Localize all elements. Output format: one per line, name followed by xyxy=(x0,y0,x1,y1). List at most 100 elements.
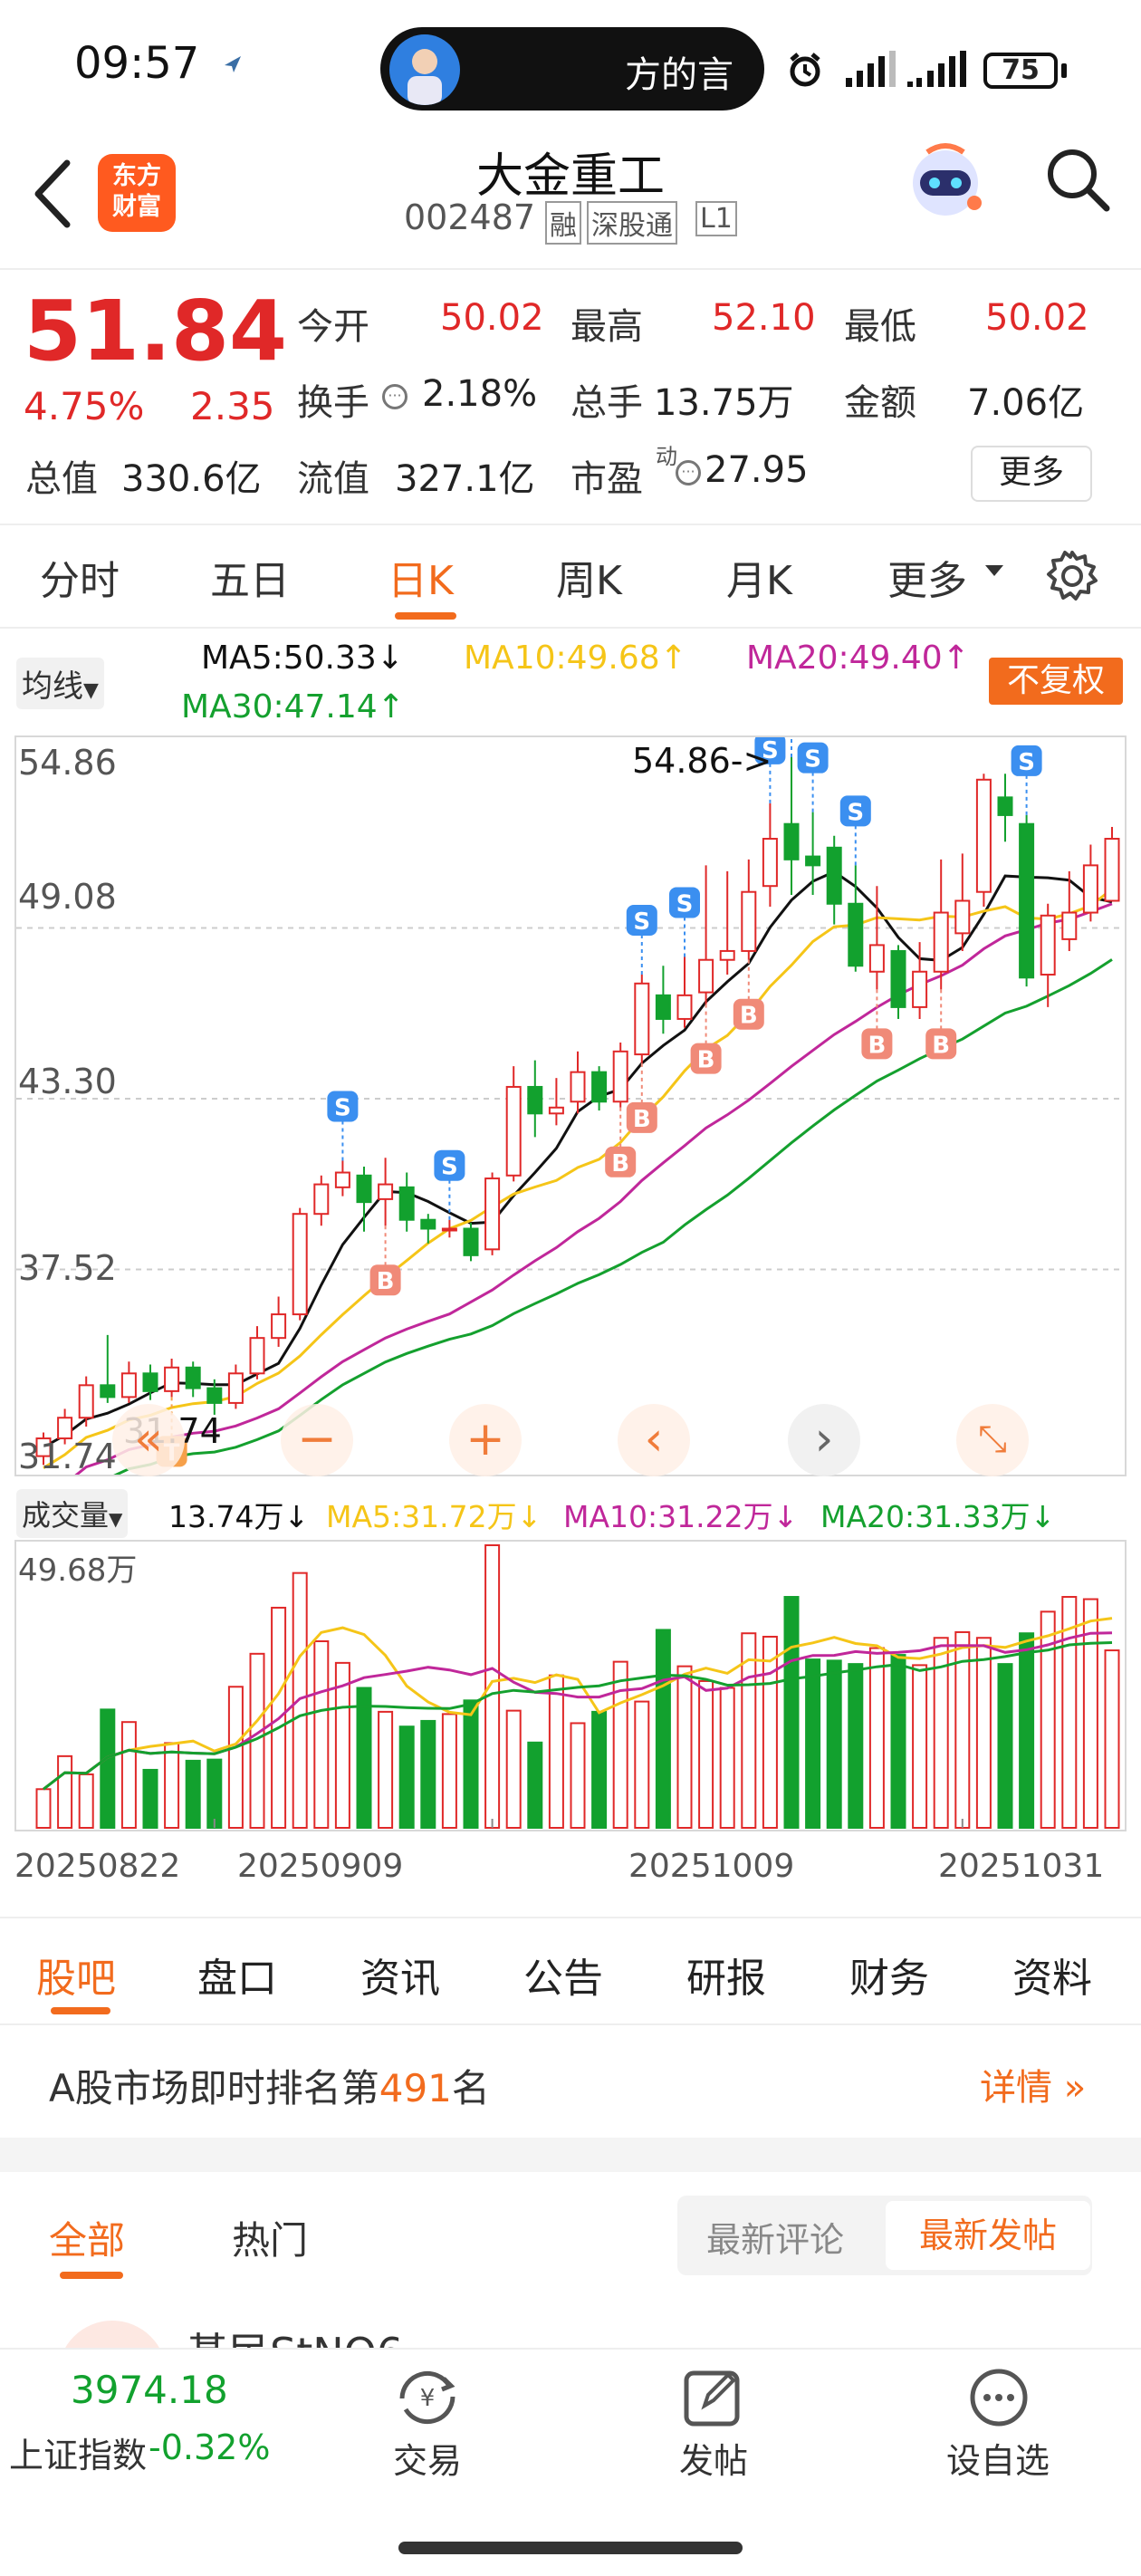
candle-body xyxy=(463,1227,479,1256)
trade-icon[interactable]: ¥ xyxy=(393,2366,462,2433)
divider xyxy=(0,524,1141,525)
volume-bar xyxy=(741,1632,757,1829)
kline-chart[interactable]: SSBSSBBSBBSSSBSBT xyxy=(14,735,1127,1476)
ranking-detail-label: 详情 xyxy=(980,2067,1052,2109)
signal-letter: S xyxy=(804,746,821,774)
volume-bar xyxy=(1082,1598,1098,1830)
search-icon[interactable] xyxy=(1043,145,1112,217)
volume-bar xyxy=(676,1665,693,1829)
tab-intraday[interactable]: 分时 xyxy=(40,558,120,604)
pe-label: 市盈 xyxy=(570,458,643,500)
candle-body xyxy=(1040,914,1056,976)
turnover-label: 换手 xyxy=(297,382,369,424)
post-label[interactable]: 发帖 xyxy=(678,2441,748,2481)
tab-forum[interactable]: 股吧 xyxy=(36,1956,116,2002)
trade-label[interactable]: 交易 xyxy=(392,2441,462,2481)
volume-current: 13.74万↓ xyxy=(168,1499,310,1534)
float-label: 流值 xyxy=(297,458,369,500)
ma5-value: MA5:50.33↓ xyxy=(201,639,404,677)
tab-financials[interactable]: 财务 xyxy=(849,1956,929,2002)
volume-bar xyxy=(57,1754,73,1829)
tab-active-indicator xyxy=(395,612,456,620)
post-username[interactable]: 基民StNQ6 xyxy=(187,2321,403,2350)
forum-tab-all[interactable]: 全部 xyxy=(49,2218,126,2263)
volume-bar xyxy=(1061,1596,1078,1829)
signal-badge xyxy=(839,795,871,827)
tab-weekly-k[interactable]: 周K xyxy=(556,558,622,604)
more-button[interactable]: 更多 xyxy=(971,446,1092,502)
home-indicator[interactable] xyxy=(398,2542,743,2554)
scroll-right-icon[interactable]: › xyxy=(788,1404,860,1476)
back-icon[interactable] xyxy=(29,158,76,234)
candle-body xyxy=(441,1227,457,1232)
candle-body xyxy=(1082,864,1098,914)
ma-selector[interactable]: 均线▼ xyxy=(16,658,104,709)
volume-selector[interactable]: 成交量▼ xyxy=(16,1489,129,1538)
volume-ma5-line xyxy=(43,1617,1113,1791)
tab-five-day[interactable]: 五日 xyxy=(210,558,290,604)
edit-post-icon[interactable] xyxy=(681,2366,744,2433)
y-label-top: 54.86 xyxy=(18,743,117,783)
scroll-left-fast-icon[interactable]: « xyxy=(112,1404,185,1476)
candle xyxy=(35,1432,52,1466)
section-gap xyxy=(0,2138,1141,2172)
zoom-in-icon[interactable]: + xyxy=(449,1404,522,1476)
candle-body xyxy=(227,1372,244,1404)
ranking-suffix: 名 xyxy=(451,2066,490,2110)
tab-research[interactable]: 研报 xyxy=(686,1956,766,2002)
candle xyxy=(484,1172,501,1255)
scroll-left-icon[interactable]: ‹ xyxy=(618,1404,690,1476)
volume-chart[interactable] xyxy=(14,1540,1127,1831)
signal-badge xyxy=(733,998,764,1030)
signal-letter: S xyxy=(334,1094,351,1121)
tab-orderbook[interactable]: 盘口 xyxy=(197,1956,277,2002)
tab-announcements[interactable]: 公告 xyxy=(523,1956,603,2002)
turnover-value: 2.18% xyxy=(422,373,538,415)
candle-body xyxy=(890,949,906,1008)
tab-news[interactable]: 资讯 xyxy=(360,1956,440,2002)
low-label: 最低 xyxy=(844,306,916,348)
info-icon[interactable]: ··· xyxy=(382,384,408,409)
candle xyxy=(975,774,992,908)
dropdown-icon[interactable] xyxy=(983,563,1005,582)
change-percent: 4.75% xyxy=(24,384,145,428)
volume-bar xyxy=(997,1663,1013,1829)
candle xyxy=(1040,903,1056,1007)
tab-daily-k[interactable]: 日K xyxy=(388,558,454,604)
tab-monthly-k[interactable]: 月K xyxy=(726,558,792,604)
volume-bar xyxy=(912,1664,928,1829)
buy-signal: B xyxy=(733,959,764,1030)
ma30-value: MA30:47.14↑ xyxy=(181,688,405,726)
tab-more[interactable]: 更多 xyxy=(887,558,967,604)
volume-bar xyxy=(612,1660,628,1829)
ma-selector-caret-icon: ▼ xyxy=(83,679,99,702)
watchlist-label[interactable]: 设自选 xyxy=(945,2441,1050,2481)
buy-signal: B xyxy=(925,989,957,1060)
pe-info-icon[interactable]: ··· xyxy=(676,460,701,485)
more-dots-icon[interactable] xyxy=(967,2366,1031,2433)
volume-bar xyxy=(398,1725,415,1829)
tab-profile[interactable]: 资料 xyxy=(1012,1956,1092,2002)
volume-bar xyxy=(206,1758,223,1829)
signal-letter: S xyxy=(847,799,864,826)
zoom-out-icon[interactable]: − xyxy=(281,1404,353,1476)
robot-assistant-icon[interactable] xyxy=(900,136,991,230)
volume-ma10: MA10:31.22万↓ xyxy=(563,1499,799,1534)
buy-signal: B xyxy=(605,1107,637,1177)
candle xyxy=(227,1364,244,1409)
index-name[interactable]: 上证指数 xyxy=(9,2436,148,2475)
candle-body xyxy=(933,911,949,973)
ranking-prefix: A股市场即时排名第 xyxy=(49,2066,379,2110)
ranking-detail-link[interactable]: 详情 » xyxy=(980,2058,1086,2110)
sort-latest-comment[interactable]: 最新评论 xyxy=(706,2220,845,2260)
fullscreen-icon[interactable]: ⤡ xyxy=(956,1404,1029,1476)
forum-tab-hot[interactable]: 热门 xyxy=(232,2218,309,2263)
candle xyxy=(1082,844,1098,922)
candle-body xyxy=(719,949,735,961)
adjust-button[interactable]: 不复权 xyxy=(989,658,1123,705)
candle-body xyxy=(249,1337,265,1375)
settings-gear-icon[interactable] xyxy=(1045,549,1099,607)
sort-latest-post[interactable]: 最新发帖 xyxy=(886,2201,1090,2270)
ma10-value: MA10:49.68↑ xyxy=(464,639,687,677)
volume-bar xyxy=(78,1773,94,1830)
